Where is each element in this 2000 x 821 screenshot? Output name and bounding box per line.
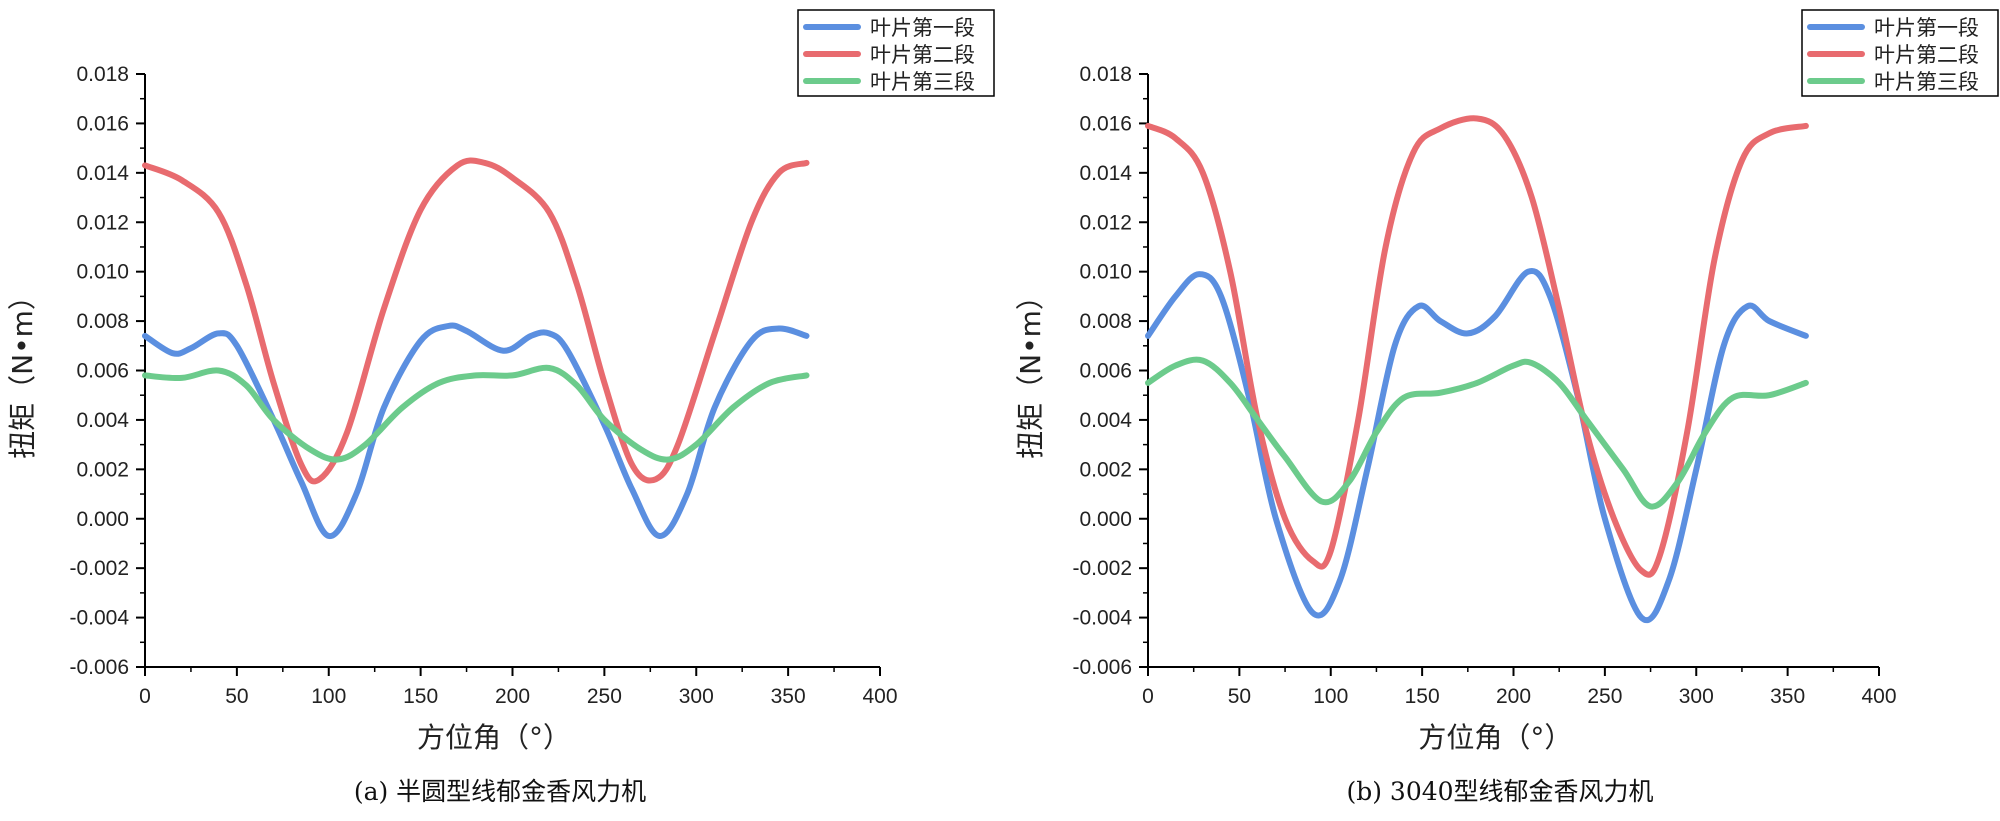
chart-panel-a: -0.006 -0.004 -0.002 0.000 0.002 0.004 0.006 0.…	[6, 9, 995, 806]
x-tick-label: 0	[139, 685, 151, 708]
y-tick-label: -0.006	[1072, 656, 1132, 679]
legend-label-3: 叶片第三段	[1874, 70, 1979, 94]
y-tick-label: 0.006	[1079, 360, 1132, 383]
x-tick-label: 200	[1496, 685, 1531, 708]
x-tick-label: 400	[1861, 685, 1896, 708]
y-tick-label: 0.008	[1079, 310, 1132, 333]
series-line-1	[142, 322, 810, 539]
x-tick-label: 300	[1679, 685, 1714, 708]
figure-caption: (b) 3040型线郁金香风力机	[1346, 777, 1653, 806]
y-tick-label: 0.018	[1079, 63, 1132, 86]
x-tick-label: 400	[862, 685, 897, 708]
x-tick-label: 150	[403, 685, 438, 708]
x-tick-label: 50	[1228, 685, 1251, 708]
y-tick-label: 0.004	[76, 409, 129, 432]
legend-label-2: 叶片第二段	[1874, 43, 1979, 67]
y-tick-label: 0.010	[1079, 261, 1132, 284]
x-axis-title: 方位角（°）	[1418, 721, 1572, 754]
x-axis-title: 方位角（°）	[417, 721, 571, 754]
y-tick-label: 0.016	[1079, 112, 1132, 135]
y-tick-label: 0.010	[76, 261, 129, 284]
y-axis-title: 扭矩（N•m）	[6, 282, 39, 459]
x-tick-label: 300	[679, 685, 714, 708]
y-tick-label: -0.004	[69, 607, 129, 630]
y-tick-label: 0.008	[76, 310, 129, 333]
x-tick-label: 350	[771, 685, 806, 708]
legend-label-1: 叶片第一段	[1874, 16, 1979, 40]
x-tick-label: 350	[1770, 685, 1805, 708]
x-tick-label: 100	[311, 685, 346, 708]
x-tick-label: 50	[225, 685, 248, 708]
y-tick-label: 0.012	[76, 211, 129, 234]
y-axis-title: 扭矩（N•m）	[1014, 282, 1047, 459]
series-line-1	[1145, 267, 1809, 623]
y-tick-label: 0.018	[76, 63, 129, 86]
legend-label-1: 叶片第一段	[870, 16, 975, 40]
y-tick-label: -0.006	[69, 656, 129, 679]
y-tick-label: 0.002	[76, 458, 129, 481]
series-line-3	[1145, 356, 1809, 510]
y-tick-label: 0.002	[1079, 458, 1132, 481]
legend-label-3: 叶片第三段	[870, 70, 975, 94]
x-tick-label: 100	[1313, 685, 1348, 708]
y-tick-label: 0.014	[1079, 162, 1132, 185]
y-tick-label: 0.014	[76, 162, 129, 185]
x-tick-label: 200	[495, 685, 530, 708]
series-line-2	[142, 157, 810, 485]
x-tick-label: 250	[587, 685, 622, 708]
y-tick-label: 0.004	[1079, 409, 1132, 432]
y-tick-label: 0.000	[76, 508, 129, 531]
x-tick-label: 0	[1142, 685, 1154, 708]
x-tick-label: 150	[1405, 685, 1440, 708]
y-tick-label: 0.000	[1079, 508, 1132, 531]
series-line-3	[142, 364, 810, 463]
series-line-2	[1145, 115, 1809, 578]
y-tick-label: -0.002	[1072, 557, 1132, 580]
y-tick-label: -0.002	[69, 557, 129, 580]
figure-caption: (a) 半圆型线郁金香风力机	[354, 777, 646, 806]
x-tick-label: 250	[1587, 685, 1622, 708]
y-tick-label: 0.012	[1079, 211, 1132, 234]
y-tick-label: 0.006	[76, 360, 129, 383]
legend-label-2: 叶片第二段	[870, 43, 975, 67]
y-tick-label: 0.016	[76, 112, 129, 135]
y-tick-label: -0.004	[1072, 607, 1132, 630]
chart-panel-b: -0.006 -0.004 -0.002 0.000 0.002 0.004 0.006 0.…	[1014, 9, 1999, 806]
